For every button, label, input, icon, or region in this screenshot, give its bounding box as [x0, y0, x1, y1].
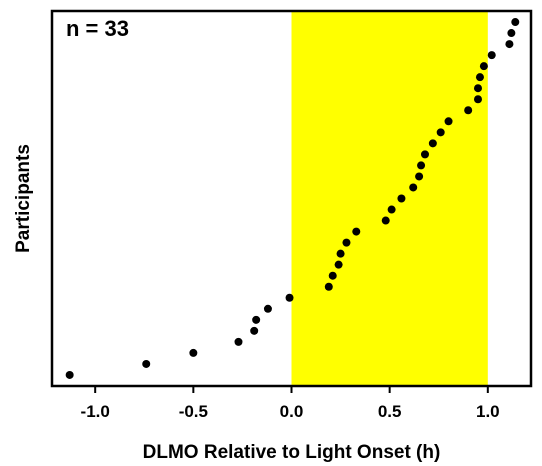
data-point: [505, 40, 514, 49]
data-point: [409, 183, 418, 192]
data-point: [189, 348, 198, 357]
data-point: [285, 293, 294, 302]
x-tick-label: 0.0: [280, 402, 304, 421]
data-point: [263, 304, 272, 313]
data-point: [473, 84, 482, 93]
data-point: [324, 282, 333, 291]
plot-area: -1.0 -0.5 0.0 0.5 1.0: [50, 9, 533, 421]
x-axis-title: DLMO Relative to Light Onset (h): [143, 442, 441, 463]
data-point: [420, 150, 429, 159]
data-point: [475, 73, 484, 82]
highlight-region: [291, 11, 488, 386]
data-point: [397, 194, 406, 203]
data-point: [444, 117, 453, 126]
data-point: [436, 128, 445, 137]
data-point: [342, 238, 351, 247]
data-point: [65, 370, 74, 379]
data-point: [328, 271, 337, 280]
data-point: [352, 227, 361, 236]
data-point: [142, 359, 151, 368]
data-point: [473, 95, 482, 104]
x-tick-label: 0.5: [378, 402, 402, 421]
data-point: [479, 62, 488, 71]
y-axis-title: Participants: [13, 144, 34, 253]
data-point: [415, 172, 424, 181]
data-point: [334, 260, 343, 269]
data-point: [464, 106, 473, 115]
data-point: [234, 337, 243, 346]
data-point: [417, 161, 426, 170]
data-point: [381, 216, 390, 225]
data-point: [252, 315, 261, 324]
x-tick-label: 1.0: [476, 402, 500, 421]
data-point: [507, 29, 516, 38]
data-point: [428, 139, 437, 148]
data-point: [250, 326, 259, 335]
data-point: [387, 205, 396, 214]
x-tick-label: -1.0: [81, 402, 110, 421]
data-point: [511, 18, 520, 27]
data-point: [336, 249, 345, 258]
sample-size-annotation: n = 33: [66, 16, 129, 41]
data-point: [487, 51, 496, 60]
x-tick-label: -0.5: [179, 402, 208, 421]
